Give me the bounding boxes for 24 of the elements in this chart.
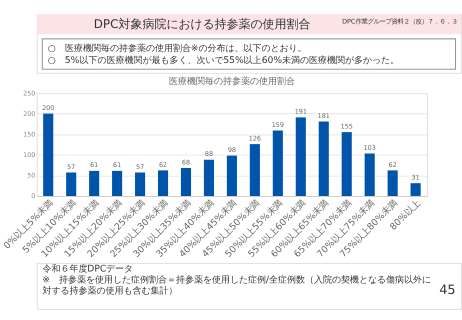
chart-title: 医療機関毎の持参薬の使用割合: [168, 76, 295, 87]
bar: [180, 168, 192, 196]
bar: [342, 132, 352, 196]
bar: [204, 160, 214, 196]
bar: [388, 170, 398, 196]
bar: [112, 170, 122, 196]
bar: [158, 170, 168, 196]
bar: [296, 117, 306, 196]
bar: [43, 114, 54, 196]
text: ※ 持参薬を使用した症例割合＝持参薬を使用した症例/全症例数（入院の契機となる傷病以外に対する持参薬の使用も含む集計）: [42, 274, 432, 296]
bar: [318, 121, 329, 196]
bar: [89, 170, 100, 196]
text: ○ 医療機関毎の持参薬の使用割合※の分布は、以下のとおり。: [48, 42, 306, 54]
bar: [66, 172, 76, 196]
bar: [364, 154, 375, 196]
bar: [226, 156, 237, 196]
text: 45: [439, 283, 456, 298]
text: DPC対象病院における持参薬の使用割合: [94, 16, 310, 31]
bar: [135, 172, 146, 196]
bar: [250, 144, 260, 196]
text: 令和６年度DPCデータ: [42, 263, 134, 274]
bar: [410, 183, 421, 196]
bar: [272, 130, 283, 196]
text: ○ 5%以下の医療機関が最も多く、次いで55%以上60%未満の医療機関が多かった。: [48, 54, 400, 66]
